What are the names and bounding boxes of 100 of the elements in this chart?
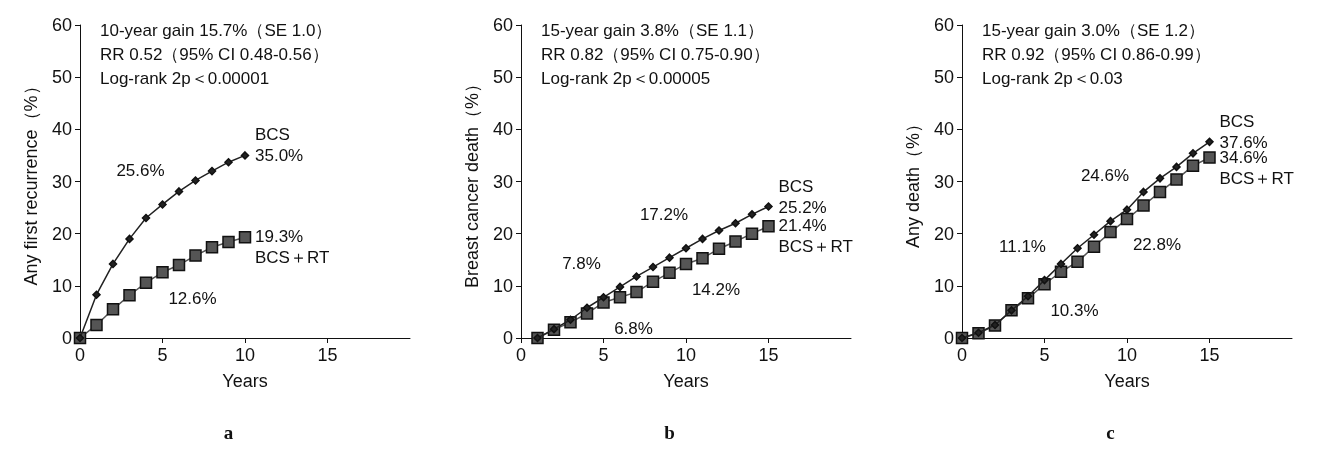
y-tick-label: 30: [933, 171, 954, 192]
point: [1056, 259, 1066, 269]
annotation: 15-year gain 3.8%（SE 1.1）: [541, 21, 765, 40]
annotation: 10-year gain 15.7%（SE 1.0）: [100, 21, 333, 40]
point: [663, 266, 676, 280]
y-tick-label: 40: [51, 119, 72, 140]
series-label: BCS: [778, 176, 814, 196]
point: [1137, 199, 1150, 212]
point: [698, 234, 707, 244]
text: a: [223, 422, 234, 443]
x-tick-label: 5: [1039, 345, 1050, 365]
y-tick-label: 50: [933, 67, 954, 88]
data-label: 22.8%: [1132, 235, 1182, 255]
text: c: [1106, 422, 1115, 443]
series-label: BCS: [255, 125, 290, 145]
y-tick-label: 50: [51, 67, 72, 88]
point: [90, 318, 103, 332]
y-tick-label: 30: [51, 171, 72, 192]
point: [174, 187, 184, 196]
data-label: 17.2%: [639, 205, 689, 225]
data-label: 25.2%: [778, 197, 827, 217]
annotation: RR 0.92（95% CI 0.86-0.99）: [982, 45, 1211, 64]
point: [125, 234, 134, 244]
data-label: 35.0%: [255, 146, 304, 166]
y-tick-label: 60: [51, 15, 72, 35]
data-label: 24.6%: [1080, 166, 1130, 186]
point: [1186, 159, 1200, 173]
point: [106, 303, 120, 316]
point: [207, 166, 217, 176]
point: [108, 259, 118, 269]
y-tick-label: 0: [502, 328, 513, 348]
x-axis-title: Years: [663, 371, 709, 391]
point: [646, 275, 660, 288]
point: [1087, 240, 1101, 253]
data-label: 12.6%: [168, 288, 217, 308]
series-label: BCS＋RT: [778, 237, 853, 257]
x-tick-label: 5: [157, 345, 168, 365]
y-tick-label: 0: [61, 328, 72, 348]
data-label: 10.3%: [1050, 300, 1099, 320]
point: [681, 244, 691, 253]
data-label: 19.3%: [255, 227, 304, 247]
point: [1073, 244, 1082, 253]
point: [1170, 173, 1183, 186]
point: [714, 226, 724, 235]
annotation: 15-year gain 3.0%（SE 1.2）: [982, 21, 1206, 40]
point: [191, 176, 200, 185]
point: [1089, 230, 1099, 239]
point: [1155, 174, 1165, 183]
annotation: Log-rank 2p＜0.03: [982, 69, 1123, 88]
point: [172, 258, 186, 272]
x-tick-label: 10: [675, 345, 697, 365]
annotation: RR 0.82（95% CI 0.75-0.90）: [541, 45, 770, 64]
point: [712, 242, 726, 256]
point: [205, 240, 219, 254]
text: b: [664, 422, 675, 443]
point: [747, 210, 757, 219]
point: [1153, 185, 1167, 199]
y-tick-label: 60: [492, 15, 513, 35]
point: [189, 249, 202, 262]
point: [222, 235, 235, 249]
series-label: BCS＋RT: [1219, 168, 1294, 188]
point: [158, 200, 167, 209]
point: [762, 220, 775, 233]
point: [92, 290, 101, 299]
y-tick-label: 10: [51, 275, 72, 296]
point: [1120, 212, 1134, 226]
x-axis-title: Years: [222, 371, 268, 391]
y-axis-title: Any death（%）: [903, 114, 923, 249]
point: [238, 231, 252, 244]
point: [156, 266, 169, 279]
x-tick-label: 5: [598, 345, 609, 365]
y-tick-label: 20: [492, 223, 513, 244]
point: [582, 303, 592, 312]
series-label: BCS＋RT: [255, 248, 330, 268]
point: [1122, 205, 1132, 214]
point: [240, 151, 250, 160]
data-label: 21.4%: [778, 216, 827, 236]
data-label: 14.2%: [691, 280, 741, 300]
point: [745, 227, 759, 240]
data-label: 6.8%: [614, 318, 653, 338]
y-tick-label: 40: [933, 119, 954, 140]
x-tick-label: 0: [956, 345, 968, 365]
x-tick-label: 15: [1199, 345, 1220, 365]
point: [632, 272, 641, 281]
data-label: 7.8%: [562, 254, 601, 274]
y-tick-label: 20: [51, 223, 72, 244]
annotation: RR 0.52（95% CI 0.48-0.56）: [100, 45, 329, 64]
x-tick-label: 10: [1116, 345, 1138, 365]
point: [1040, 275, 1049, 285]
point: [1188, 149, 1198, 158]
point: [1172, 162, 1181, 172]
point: [141, 213, 151, 223]
point: [1104, 225, 1117, 239]
point: [764, 202, 773, 211]
y-tick-label: 20: [933, 223, 954, 244]
x-tick-label: 0: [515, 345, 527, 365]
point: [1203, 151, 1216, 164]
y-axis-title: Breast cancer death（%）: [462, 74, 482, 289]
point: [599, 293, 608, 302]
annotation: Log-rank 2p＜0.00001: [100, 69, 270, 88]
